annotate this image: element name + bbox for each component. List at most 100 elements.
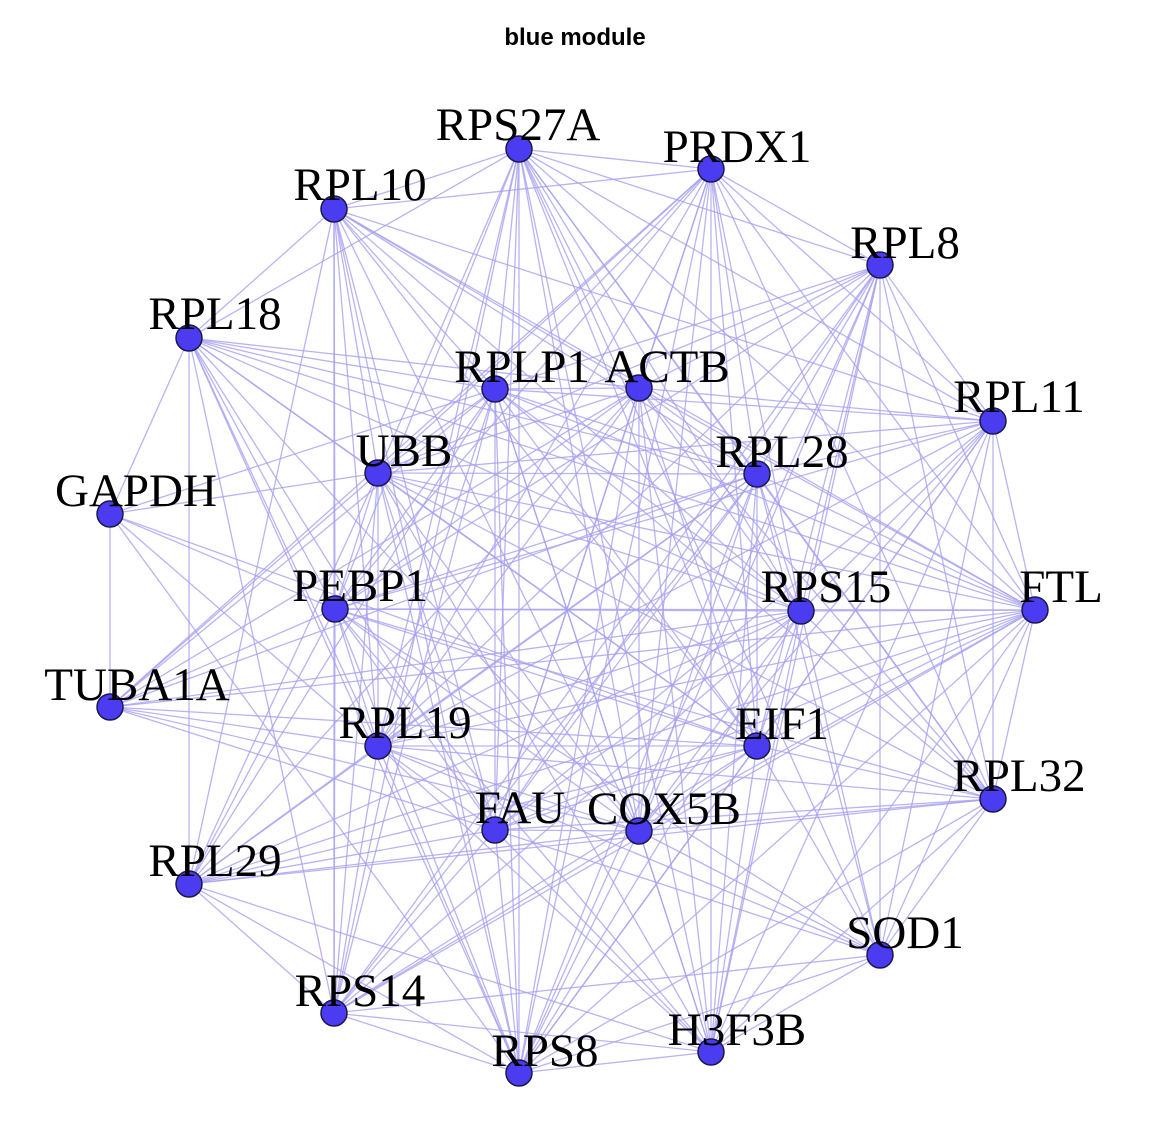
- edge-rpl28-tuba1a: [109, 473, 758, 708]
- edge-eif1-cox5b: [638, 745, 758, 832]
- edge-prdx1-rpl8: [710, 168, 881, 266]
- node-ubb: [364, 459, 392, 487]
- edge-rpl28-pebp1: [334, 473, 758, 610]
- edge-pebp1-tuba1a: [109, 608, 336, 708]
- edge-rpl11-h3f3b: [710, 420, 994, 1053]
- node-label-rpl11: RPL11: [953, 371, 1084, 423]
- node-label-tuba1a: TUBA1A: [44, 659, 229, 711]
- edge-fau-h3f3b: [494, 829, 712, 1053]
- edge-rpl10-cox5b: [333, 208, 640, 832]
- edge-rpl18-rpl19: [188, 337, 379, 747]
- edge-rpl32-sod1: [879, 798, 994, 956]
- edge-actb-rpl11: [638, 387, 994, 422]
- edge-gapdh-rpl19: [109, 513, 379, 747]
- edge-ftl-cox5b: [638, 609, 1036, 832]
- edge-rpl18-rps8: [188, 337, 520, 1074]
- edge-eif1-h3f3b: [710, 745, 758, 1053]
- edge-rplp1-tuba1a: [109, 388, 496, 708]
- node-label-h3f3b: H3F3B: [668, 1004, 806, 1056]
- edge-rpl10-rpl18: [188, 208, 335, 339]
- edge-rps27a-rpl19: [377, 148, 520, 747]
- edge-rpl10-rpl29: [188, 208, 335, 885]
- edge-rpl8-ftl: [879, 264, 1036, 611]
- edge-ftl-tuba1a: [109, 609, 1036, 708]
- edge-rpl8-rplp1: [494, 264, 881, 390]
- edge-eif1-rpl32: [756, 745, 994, 800]
- edge-actb-ftl: [638, 387, 1036, 611]
- node-sod1: [866, 941, 894, 969]
- edge-rps27a-rpl11: [518, 148, 994, 422]
- edge-rpl28-sod1: [756, 473, 881, 956]
- edge-rpl8-cox5b: [638, 264, 881, 832]
- edge-rps27a-rpl10: [333, 148, 520, 210]
- edge-rps15-rps14: [333, 610, 802, 1014]
- node-label-rpl29: RPL29: [148, 835, 281, 887]
- edge-prdx1-ubb: [377, 168, 712, 474]
- edge-rps27a-h3f3b: [518, 148, 712, 1053]
- edge-actb-tuba1a: [109, 387, 640, 708]
- edge-rps27a-rplp1: [494, 148, 520, 390]
- edge-rpl11-fau: [494, 420, 994, 831]
- edge-actb-pebp1: [334, 387, 640, 610]
- edge-ubb-tuba1a: [109, 472, 379, 708]
- edge-rplp1-gapdh: [109, 388, 496, 515]
- edge-pebp1-rps8: [334, 608, 520, 1074]
- node-rpl18: [175, 324, 203, 352]
- edge-ftl-h3f3b: [710, 609, 1036, 1053]
- edge-rpl32-rps8: [518, 798, 994, 1074]
- edge-ubb-ftl: [377, 472, 1036, 611]
- node-label-gapdh: GAPDH: [55, 465, 217, 517]
- edge-actb-eif1: [638, 387, 758, 747]
- edge-rpl28-rps8: [518, 473, 758, 1074]
- edge-rpl18-pebp1: [188, 337, 336, 610]
- edge-tuba1a-eif1: [109, 706, 758, 747]
- edge-cox5b-rpl29: [188, 830, 640, 885]
- edge-cox5b-rps14: [333, 830, 640, 1014]
- edge-rps15-eif1: [756, 610, 802, 747]
- edge-rps27a-cox5b: [518, 148, 640, 832]
- edge-rpl8-rpl11: [879, 264, 994, 422]
- edge-ftl-rpl29: [188, 609, 1036, 885]
- edge-prdx1-rpl28: [710, 168, 758, 475]
- node-pebp1: [321, 595, 349, 623]
- node-tuba1a: [96, 693, 124, 721]
- node-prdx1: [697, 155, 725, 183]
- edge-rpl28-ftl: [756, 473, 1036, 611]
- edge-rps27a-rps14: [333, 148, 520, 1014]
- edge-ftl-rps8: [518, 609, 1036, 1074]
- edge-rplp1-rpl32: [494, 388, 994, 800]
- edge-rpl32-rpl29: [188, 798, 994, 885]
- edge-rpl11-ftl: [992, 420, 1036, 611]
- edge-sod1-h3f3b: [710, 954, 881, 1053]
- edge-rpl18-actb: [188, 337, 640, 389]
- edge-rpl11-ubb: [377, 420, 994, 474]
- edge-rpl8-rpl32: [879, 264, 994, 800]
- edge-cox5b-sod1: [638, 830, 881, 956]
- edge-actb-rps8: [518, 387, 640, 1074]
- edge-rplp1-rps14: [333, 388, 496, 1014]
- node-rpl19: [364, 732, 392, 760]
- edge-rpl10-actb: [333, 208, 640, 389]
- edge-rps15-rpl32: [800, 610, 994, 800]
- edge-rpl19-h3f3b: [377, 745, 712, 1053]
- edge-rps14-h3f3b: [333, 1012, 712, 1053]
- edge-rps27a-fau: [494, 148, 520, 831]
- edge-rpl19-fau: [377, 745, 496, 831]
- node-ftl: [1021, 596, 1049, 624]
- node-label-rpl8: RPL8: [850, 217, 960, 269]
- edge-rplp1-rpl28: [494, 388, 758, 475]
- node-label-rpl10: RPL10: [293, 159, 426, 211]
- edge-rps15-rpl19: [377, 610, 802, 747]
- edge-rpl10-rpl28: [333, 208, 758, 475]
- edge-rpl8-rpl19: [377, 264, 881, 747]
- edge-pebp1-rpl29: [188, 608, 336, 885]
- edge-rpl11-rpl19: [377, 420, 994, 747]
- edge-actb-rpl29: [188, 387, 640, 885]
- edge-rpl10-eif1: [333, 208, 758, 747]
- edge-ubb-rps15: [377, 472, 802, 612]
- node-rps15: [787, 597, 815, 625]
- node-label-pebp1: PEBP1: [292, 560, 428, 612]
- edge-tuba1a-fau: [109, 706, 496, 831]
- edge-rpl19-rps8: [377, 745, 520, 1074]
